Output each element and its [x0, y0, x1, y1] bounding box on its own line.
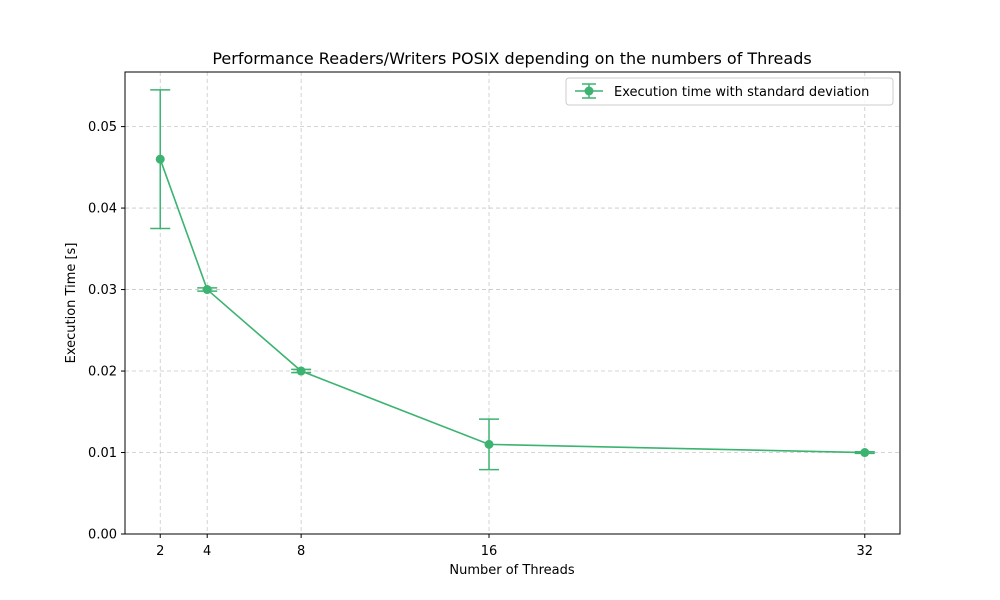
legend-marker — [584, 86, 594, 96]
legend: Execution time with standard deviation — [565, 77, 894, 106]
plot-area — [124, 71, 901, 535]
legend-label: Execution time with standard deviation — [614, 85, 869, 100]
series-layer — [150, 89, 875, 471]
data-point — [202, 285, 212, 295]
chart-title: Performance Readers/Writers POSIX depend… — [212, 49, 811, 68]
y-tick-label: 0.01 — [88, 446, 117, 461]
x-axis-label: Number of Threads — [449, 563, 574, 578]
x-tick-label: 16 — [481, 544, 498, 559]
legend-box — [565, 77, 894, 106]
series-line — [159, 158, 865, 454]
data-point — [860, 448, 870, 458]
x-tick-label: 32 — [856, 544, 873, 559]
x-tick-label: 4 — [203, 544, 211, 559]
grid-layer — [125, 72, 900, 535]
data-point — [155, 154, 165, 164]
data-point — [296, 366, 306, 376]
y-axis-label: Execution Time [s] — [64, 243, 79, 364]
y-tick-label: 0.02 — [88, 365, 117, 380]
y-tick-label: 0.04 — [88, 202, 117, 217]
x-tick-label: 2 — [156, 544, 164, 559]
x-axis: 2 4 8 16 32 — [156, 534, 873, 559]
y-axis: 0.00 0.01 0.02 0.03 0.04 0.05 — [88, 120, 125, 543]
data-point — [484, 439, 494, 449]
y-tick-label: 0.05 — [88, 120, 117, 135]
y-tick-label: 0.03 — [88, 283, 117, 298]
x-tick-label: 8 — [297, 544, 305, 559]
y-tick-label: 0.00 — [88, 528, 117, 543]
